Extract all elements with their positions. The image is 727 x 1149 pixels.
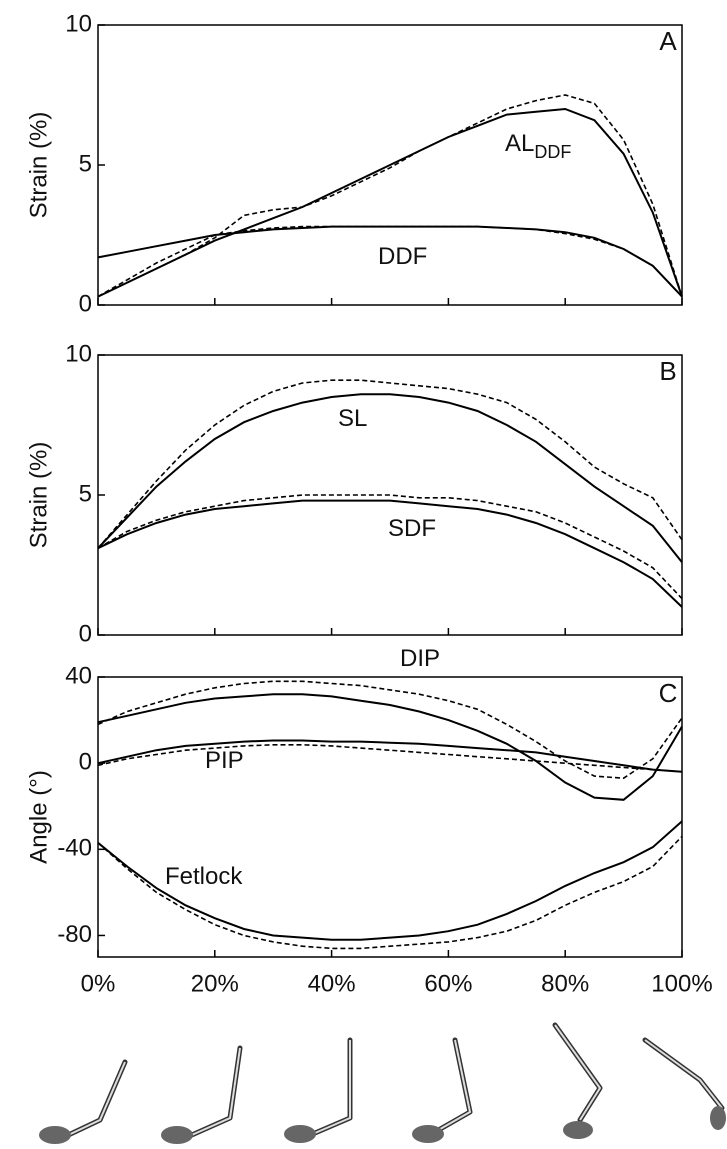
series-name: SDF [388, 515, 436, 542]
x-tick-label: 100% [651, 970, 712, 997]
series-line-dashed [97, 744, 683, 773]
panel-label: C [659, 678, 678, 708]
plot-frame [97, 354, 683, 636]
series-line-dashed [97, 94, 683, 298]
leg-sketch [412, 1037, 473, 1143]
series-name: DDF [378, 243, 427, 270]
series-line [97, 739, 683, 773]
y-tick-label: 0 [79, 290, 92, 317]
series-line-dashed [97, 225, 683, 298]
y-tick-label: 10 [65, 10, 92, 37]
y-tick-label: 40 [65, 662, 92, 689]
hoof [39, 1126, 71, 1144]
y-tick-label: 10 [65, 340, 92, 367]
series-label: DDF [378, 243, 427, 270]
series-label: SDF [388, 515, 436, 542]
series-line-dashed [97, 680, 683, 780]
y-axis-title: Strain (%) [25, 112, 52, 219]
leg-sketch [284, 1037, 353, 1143]
x-tick-label: 40% [308, 970, 356, 997]
y-tick-label: 0 [79, 748, 92, 775]
series-name: PIP [205, 747, 244, 774]
series-line [97, 820, 683, 941]
y-tick-label: -80 [57, 921, 92, 948]
series-name: AL [505, 130, 534, 157]
hoof [412, 1125, 444, 1143]
y-tick-label: 5 [79, 150, 92, 177]
series-name: SL [338, 405, 367, 432]
hoof [284, 1125, 316, 1143]
hoof [563, 1121, 593, 1139]
series-label: Fetlock [165, 863, 243, 890]
x-tick-label: 80% [541, 970, 589, 997]
series-label: ALDDF [505, 130, 571, 161]
leg-sketches [39, 1022, 726, 1144]
series-name: Fetlock [165, 863, 243, 890]
panel-label: A [659, 26, 677, 56]
series-name-sub: DDF [534, 142, 571, 162]
plot-frame [97, 676, 683, 958]
series-line-dashed [97, 835, 683, 950]
series-line [97, 499, 683, 608]
y-axis-title: Angle (°) [25, 770, 52, 864]
x-tick-label: 20% [191, 970, 239, 997]
x-tick-label: 60% [424, 970, 472, 997]
hoof [161, 1126, 193, 1144]
y-tick-label: -40 [57, 835, 92, 862]
y-axis-title: Strain (%) [25, 442, 52, 549]
y-tick-label: 0 [79, 620, 92, 647]
leg-sketch [642, 1037, 726, 1130]
series-line [97, 107, 683, 298]
series-label: DIP [400, 645, 440, 672]
series-line [97, 393, 683, 563]
series-line-dashed [97, 494, 683, 600]
series-label: PIP [205, 747, 244, 774]
x-tick-label: 0% [81, 970, 116, 997]
hoof [710, 1106, 726, 1130]
y-tick-label: 5 [79, 480, 92, 507]
leg-sketch [552, 1022, 603, 1139]
series-label: SL [338, 405, 367, 432]
series-line [97, 693, 683, 801]
series-line-dashed [97, 379, 683, 549]
leg-sketch [161, 1045, 243, 1144]
series-name: DIP [400, 645, 440, 672]
panel-label: B [659, 356, 676, 386]
leg-sketch [39, 1059, 128, 1144]
